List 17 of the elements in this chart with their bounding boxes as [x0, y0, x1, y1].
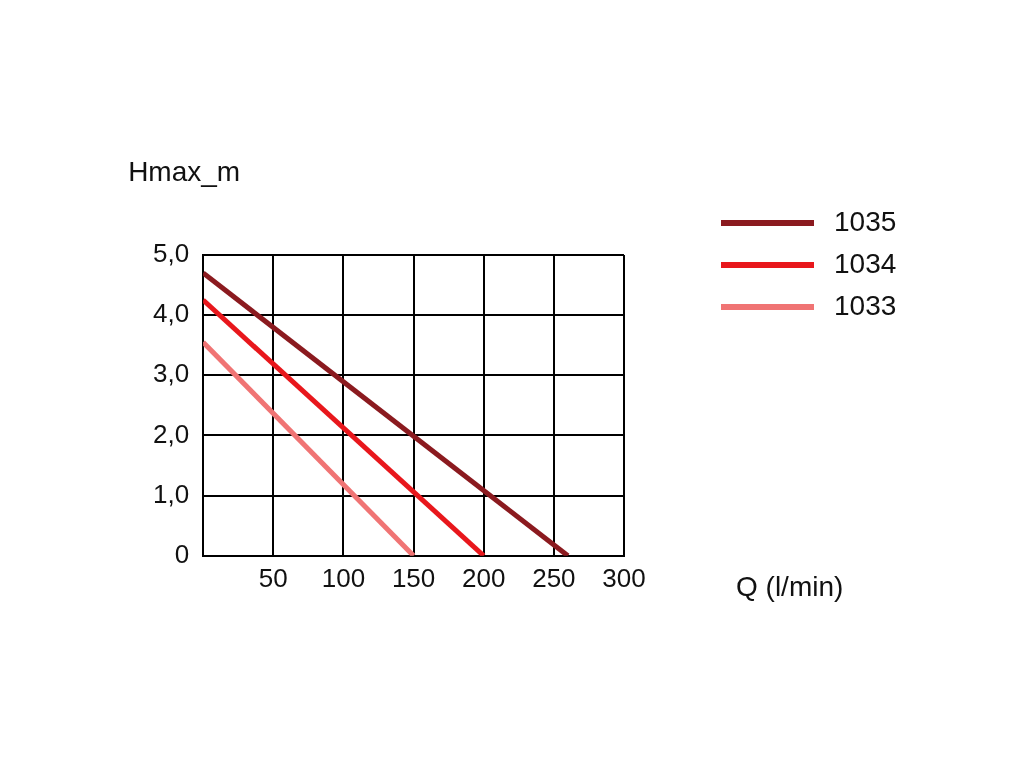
y-tick-label: 3,0: [152, 358, 190, 389]
y-tick-label: 5,0: [152, 238, 190, 269]
x-tick-label: 300: [602, 562, 646, 593]
x-axis-title: Q (l/min): [736, 570, 844, 602]
x-tick-label: 50: [258, 562, 288, 593]
y-tick-label: 0: [174, 538, 190, 569]
x-tick-label: 250: [532, 562, 576, 593]
legend-label: 1034: [834, 247, 897, 279]
legend-label: 1033: [834, 289, 897, 321]
x-tick-label: 200: [462, 562, 506, 593]
legend-label: 1035: [834, 205, 897, 237]
x-tick-label: 100: [321, 562, 366, 593]
y-axis-title: Hmax_m: [128, 155, 241, 187]
y-tick-label: 2,0: [152, 418, 190, 449]
y-tick-label: 1,0: [152, 478, 190, 509]
y-tick-label: 4,0: [152, 298, 190, 329]
x-tick-label: 150: [391, 562, 436, 593]
